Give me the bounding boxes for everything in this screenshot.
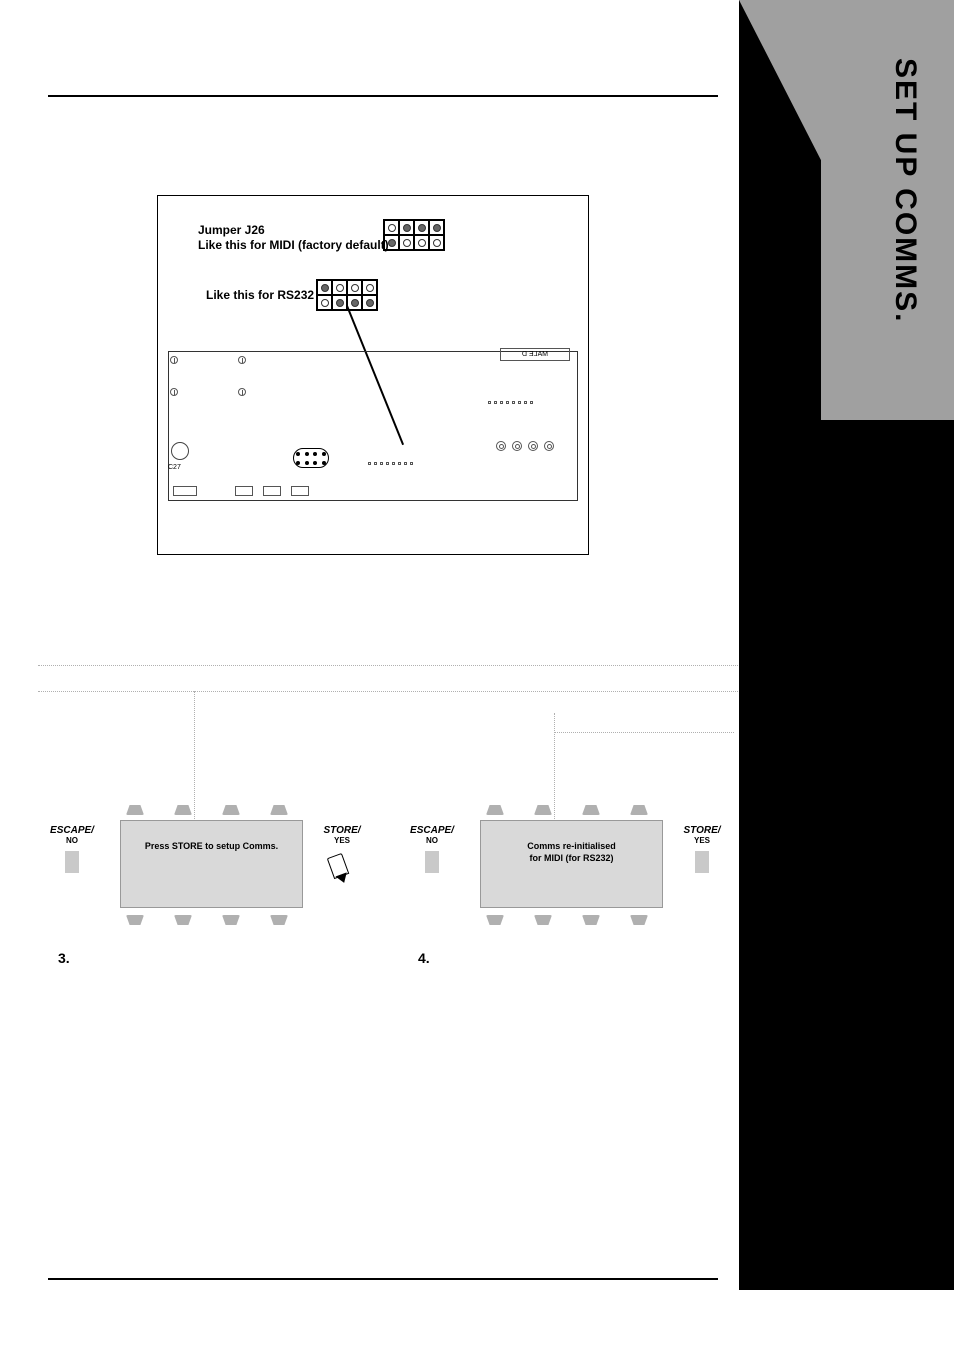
softkey-row-bottom (126, 915, 288, 925)
pcb-screw (238, 388, 246, 396)
flow-line (554, 713, 734, 733)
pcb-board-outline (168, 351, 578, 501)
softkey (174, 805, 192, 815)
softkey-row-bottom (486, 915, 648, 925)
pin-row (368, 462, 413, 465)
pcb-screw (170, 356, 178, 364)
store-sub: YES (318, 836, 366, 845)
male-d-connector: MALE D (500, 348, 570, 361)
escape-sub: NO (48, 836, 96, 845)
escape-button (65, 851, 79, 873)
softkey (582, 805, 600, 815)
pcb-screw (170, 388, 178, 396)
header-rule (48, 95, 718, 97)
flowchart: Press STORE to setup Comms. ESCAPE/ NO S… (38, 655, 738, 965)
escape-sub: NO (408, 836, 456, 845)
store-label: STORE/ YES (318, 825, 366, 845)
flow-line (38, 665, 738, 666)
jumper-j26-on-board (293, 448, 329, 468)
softkey (534, 915, 552, 925)
softkey (126, 805, 144, 815)
store-pencil-icon (330, 855, 350, 883)
midi-din-row (496, 441, 554, 451)
softkey (486, 915, 504, 925)
softkey (534, 805, 552, 815)
component (291, 486, 309, 496)
footer-rule (48, 1278, 718, 1280)
softkey (270, 915, 288, 925)
softkey-row-top (486, 805, 648, 815)
escape-text: ESCAPE/ (410, 825, 454, 836)
store-sub: YES (678, 836, 726, 845)
component (235, 486, 253, 496)
softkey (126, 915, 144, 925)
jumper-midi-text: Like this for MIDI (factory default) (198, 238, 389, 252)
store-text: STORE/ (683, 825, 720, 836)
jumper-label-midi: Jumper J26 Like this for MIDI (factory d… (198, 223, 389, 253)
jumper-title: Jumper J26 (198, 223, 265, 237)
escape-label: ESCAPE/ NO (48, 825, 96, 845)
flow-line (38, 691, 738, 692)
step-number-4: 4. (418, 950, 430, 966)
c27-label: C27 (168, 464, 181, 471)
component (173, 486, 197, 496)
pcb-screw (238, 356, 246, 364)
pcb-diagram: Jumper J26 Like this for MIDI (factory d… (157, 195, 589, 555)
pin-row (488, 401, 533, 404)
capacitor-c27: C27 (168, 442, 198, 472)
escape-label: ESCAPE/ NO (408, 825, 456, 845)
section-title: SET UP COMMS. (888, 58, 922, 323)
component (263, 486, 281, 496)
store-text: STORE/ (323, 825, 360, 836)
lcd-line1: Comms re-initialised (527, 841, 616, 851)
softkey (270, 805, 288, 815)
softkey (174, 915, 192, 925)
escape-text: ESCAPE/ (50, 825, 94, 836)
step-number-3: 3. (58, 950, 70, 966)
softkey (630, 805, 648, 815)
jumper-block-midi (383, 219, 445, 251)
softkey (222, 805, 240, 815)
flow-line (194, 691, 195, 819)
softkey (630, 915, 648, 925)
escape-button (425, 851, 439, 873)
softkey (486, 805, 504, 815)
store-label: STORE/ YES (678, 825, 726, 845)
lcd-screen: Comms re-initialised for MIDI (for RS232… (480, 820, 663, 908)
lcd-screen: Press STORE to setup Comms. (120, 820, 303, 908)
softkey-row-top (126, 805, 288, 815)
jumper-label-rs232: Like this for RS232 (206, 288, 314, 302)
store-button (695, 851, 709, 873)
softkey (222, 915, 240, 925)
softkey (582, 915, 600, 925)
lcd-line2: for MIDI (for RS232) (529, 853, 613, 863)
